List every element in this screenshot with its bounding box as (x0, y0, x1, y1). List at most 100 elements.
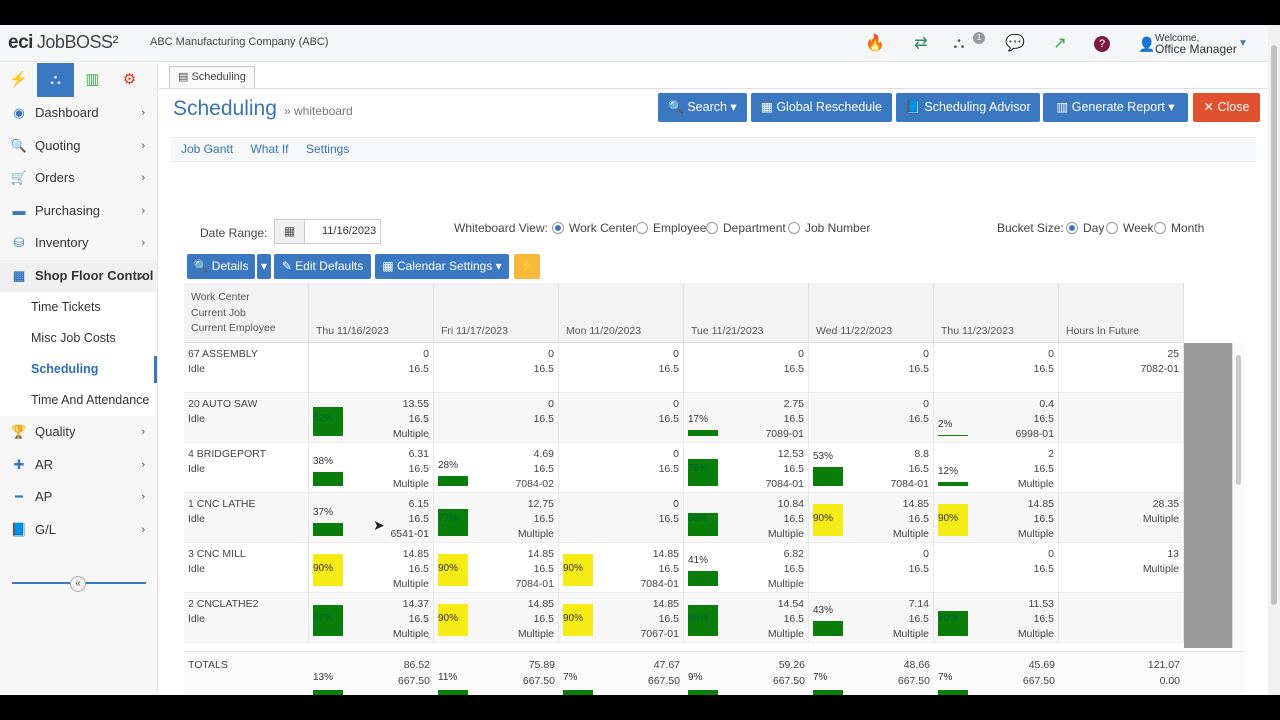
chart-icon[interactable]: ▥ (85, 71, 100, 88)
day-cell[interactable]: 8.8 16.5 7084-01 53% (809, 443, 934, 493)
radio-job-number[interactable] (788, 222, 800, 234)
flame-icon[interactable]: 🔥 (865, 35, 885, 52)
chevron-down-icon[interactable]: ▼ (1238, 38, 1248, 49)
day-cell[interactable]: 0 16.5 (809, 343, 934, 393)
generate-report-button[interactable]: ▥ Generate Report ▾ (1043, 93, 1188, 122)
radio-work-center[interactable] (552, 222, 564, 234)
radio-month[interactable] (1154, 222, 1166, 234)
day-cell[interactable]: 6.15 16.5 6541-01 37% (309, 493, 434, 543)
nav-ar[interactable]: ✚ AR › (0, 449, 157, 482)
grid-scrollbar[interactable] (1232, 343, 1244, 648)
future-cell[interactable]: 28.35 Multiple (1059, 493, 1184, 543)
sub-scheduling[interactable]: Scheduling (0, 354, 157, 385)
work-center-cell[interactable]: 2 CNCLATHE2 Idle (184, 593, 309, 643)
day-cell[interactable]: 14.85 16.5 Multiple 90% (309, 543, 434, 593)
day-cell[interactable]: 14.85 16.5 7084-01 90% (434, 543, 559, 593)
day-cell[interactable]: 0 16.5 (559, 393, 684, 443)
table-row[interactable]: 4 BRIDGEPORT Idle 6.31 16.5 Multiple 38% 4.69 1… (184, 443, 1184, 493)
sub-time-and-attendance[interactable]: Time And Attendance (0, 385, 157, 416)
nav-dashboard[interactable]: ◉ Dashboard › (0, 97, 157, 130)
work-center-cell[interactable]: 20 AUTO SAW Idle (184, 393, 309, 443)
header-hours-in-future[interactable]: Hours In Future (1059, 283, 1184, 343)
table-row[interactable]: 67 ASSEMBLY Idle 0 16.5 0 16.5 0 16.5 0 16.5 0 16.5… (184, 343, 1184, 393)
day-cell[interactable]: 14.85 16.5 Multiple 90% (809, 493, 934, 543)
details-button[interactable]: 🔍 Details (187, 254, 255, 279)
day-cell[interactable]: 4.69 16.5 7084-02 28% (434, 443, 559, 493)
nav-inventory[interactable]: ⛁ Inventory › (0, 227, 157, 260)
lightning-button[interactable]: ⚡ (514, 254, 540, 279)
welcome-block[interactable]: Welcome, Office Manager (1155, 33, 1237, 56)
collapse-sidebar-icon[interactable]: « (70, 576, 86, 592)
header-day[interactable]: Thu 11/16/2023 (309, 283, 434, 343)
radio-employee[interactable] (636, 222, 648, 234)
day-cell[interactable]: 0 16.5 (934, 543, 1059, 593)
radio-week[interactable] (1106, 222, 1118, 234)
scheduling-advisor-button[interactable]: 📘 Scheduling Advisor (896, 93, 1040, 122)
edit-defaults-button[interactable]: ✎ Edit Defaults (274, 254, 371, 279)
external-link-icon[interactable]: ↗ (1053, 35, 1067, 52)
day-cell[interactable]: 0 16.5 (559, 493, 684, 543)
day-cell[interactable]: 11.53 16.5 Multiple 70% (934, 593, 1059, 643)
day-cell[interactable]: 0 16.5 (809, 393, 934, 443)
nav-quoting[interactable]: 🔍 Quoting › (0, 130, 157, 163)
day-cell[interactable]: 12.53 16.5 7084-01 76% (684, 443, 809, 493)
day-cell[interactable]: 0 16.5 (559, 443, 684, 493)
scrollbar-thumb[interactable] (1271, 45, 1277, 605)
day-cell[interactable]: 0 16.5 (684, 343, 809, 393)
work-center-cell[interactable]: 67 ASSEMBLY Idle (184, 343, 309, 393)
day-cell[interactable]: 0 16.5 (809, 543, 934, 593)
grid-scrollbar-thumb[interactable] (1236, 355, 1241, 485)
day-cell[interactable]: 14.37 16.5 Multiple 87% (309, 593, 434, 643)
header-day[interactable]: Thu 11/23/2023 (934, 283, 1059, 343)
future-cell[interactable] (1059, 443, 1184, 493)
user-icon[interactable]: 👤 (1138, 36, 1156, 52)
day-cell[interactable]: 10.84 16.5 Multiple 66% (684, 493, 809, 543)
day-cell[interactable]: 0 16.5 (434, 393, 559, 443)
nav-what-if[interactable]: What If (250, 142, 289, 156)
lightning-icon[interactable]: ⚡ (9, 71, 28, 88)
nav-shop-floor-control[interactable]: ▦ Shop Floor Control ⌄ (0, 259, 157, 292)
day-cell[interactable]: 0 16.5 (559, 343, 684, 393)
day-cell[interactable]: 0 16.5 (309, 343, 434, 393)
day-cell[interactable]: 0.4 16.5 6998-01 2% (934, 393, 1059, 443)
nav-ap[interactable]: ━ AP › (0, 481, 157, 514)
sub-misc-job-costs[interactable]: Misc Job Costs (0, 323, 157, 354)
day-cell[interactable]: 14.85 16.5 7084-01 90% (559, 543, 684, 593)
day-cell[interactable]: 14.85 16.5 7067-01 90% (559, 593, 684, 643)
day-cell[interactable]: 6.82 16.5 Multiple 41% (684, 543, 809, 593)
table-row[interactable]: 1 CNC LATHE Idle 6.15 16.5 6541-01 37% 12.75 16… (184, 493, 1184, 543)
nav-settings[interactable]: Settings (305, 142, 350, 156)
future-cell[interactable] (1059, 393, 1184, 443)
page-scrollbar[interactable] (1268, 25, 1280, 695)
header-day[interactable]: Tue 11/21/2023 (684, 283, 809, 343)
nav-quality[interactable]: 🏆 Quality › (0, 416, 157, 449)
app-logo[interactable]: eci JobBOSS² (8, 32, 118, 53)
day-cell[interactable]: 12.75 16.5 Multiple 77% (434, 493, 559, 543)
calendar-icon[interactable]: ▦ (275, 220, 305, 243)
day-cell[interactable]: 6.31 16.5 Multiple 38% (309, 443, 434, 493)
day-cell[interactable]: 13.55 16.5 Multiple 82% (309, 393, 434, 443)
header-day[interactable]: Mon 11/20/2023 (559, 283, 684, 343)
calendar-settings-button[interactable]: ▦ Calendar Settings ▾ (375, 254, 509, 279)
work-center-cell[interactable]: 3 CNC MILL Idle (184, 543, 309, 593)
table-row[interactable]: 2 CNCLATHE2 Idle 14.37 16.5 Multiple 87% 14.85… (184, 593, 1184, 643)
day-cell[interactable]: 14.85 16.5 Multiple 90% (434, 593, 559, 643)
global-reschedule-button[interactable]: ▦ Global Reschedule (751, 93, 892, 122)
day-cell[interactable]: 7.14 16.5 Multiple 43% (809, 593, 934, 643)
day-cell[interactable]: 14.54 16.5 Multiple 88% (684, 593, 809, 643)
radio-day[interactable] (1066, 222, 1078, 234)
radio-department[interactable] (706, 222, 718, 234)
day-cell[interactable]: 14.85 16.5 Multiple 90% (934, 493, 1059, 543)
header-day[interactable]: Fri 11/17/2023 (434, 283, 559, 343)
nav-orders[interactable]: 🛒 Orders › (0, 162, 157, 195)
work-center-cell[interactable]: 4 BRIDGEPORT Idle (184, 443, 309, 493)
header-day[interactable]: Wed 11/22/2023 (809, 283, 934, 343)
work-center-cell[interactable]: 1 CNC LATHE Idle (184, 493, 309, 543)
sub-time-tickets[interactable]: Time Tickets (0, 292, 157, 323)
date-range-input[interactable]: ▦ 11/16/2023 (274, 219, 381, 244)
refresh-icon[interactable]: ⇄ (914, 35, 928, 52)
nav-purchasing[interactable]: ▬ Purchasing › (0, 195, 157, 228)
details-dropdown-button[interactable]: ▾ (257, 254, 271, 279)
day-cell[interactable]: 0 16.5 (934, 343, 1059, 393)
tab-scheduling[interactable]: ▤ Scheduling (169, 66, 255, 88)
